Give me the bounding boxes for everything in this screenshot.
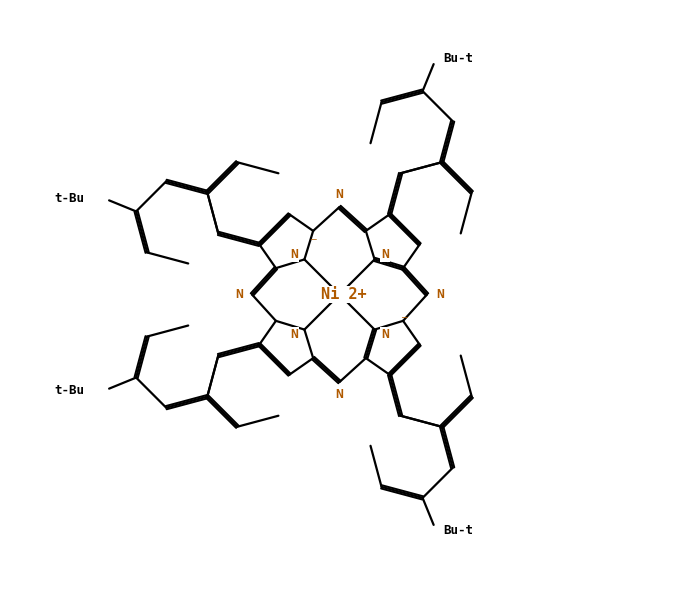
Text: N: N (235, 288, 243, 301)
Text: N: N (381, 249, 389, 262)
Text: Bu-t: Bu-t (443, 524, 473, 537)
Text: N: N (335, 188, 344, 201)
Text: ⁻: ⁻ (310, 236, 317, 250)
Text: N: N (290, 327, 298, 340)
Text: N: N (436, 288, 444, 301)
Text: Ni 2+: Ni 2+ (321, 287, 367, 302)
Text: t-Bu: t-Bu (55, 385, 85, 398)
Text: N: N (381, 327, 389, 340)
Text: t-Bu: t-Bu (55, 191, 85, 204)
Text: N: N (335, 388, 344, 401)
Text: N: N (290, 249, 298, 262)
Text: ⁻: ⁻ (400, 313, 407, 328)
Text: Bu-t: Bu-t (443, 52, 473, 65)
